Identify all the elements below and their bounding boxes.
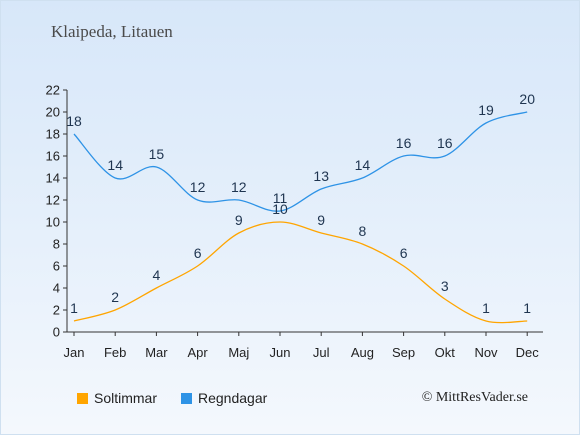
data-label-regndagar: 15 bbox=[149, 146, 165, 162]
data-label-soltimmar: 1 bbox=[482, 300, 490, 316]
data-label-regndagar: 19 bbox=[478, 102, 494, 118]
legend-label-regndagar: Regndagar bbox=[198, 390, 268, 406]
y-tick-label: 22 bbox=[46, 83, 60, 98]
x-tick-label: Jun bbox=[270, 345, 291, 360]
legend-label-soltimmar: Soltimmar bbox=[94, 390, 158, 406]
data-label-soltimmar: 1 bbox=[70, 300, 78, 316]
legend-item-regndagar: Regndagar bbox=[181, 390, 267, 406]
legend-item-soltimmar: Soltimmar bbox=[77, 390, 157, 406]
y-tick-label: 16 bbox=[46, 149, 60, 164]
data-label-soltimmar: 6 bbox=[194, 245, 202, 261]
y-tick-label: 20 bbox=[46, 105, 60, 120]
x-tick-label: Dec bbox=[516, 345, 540, 360]
data-label-soltimmar: 10 bbox=[272, 201, 288, 217]
data-label-regndagar: 20 bbox=[519, 91, 535, 107]
y-tick-label: 8 bbox=[53, 237, 60, 252]
data-label-soltimmar: 3 bbox=[441, 278, 449, 294]
data-label-regndagar: 13 bbox=[313, 168, 329, 184]
y-tick-label: 14 bbox=[46, 171, 60, 186]
data-label-regndagar: 14 bbox=[107, 157, 123, 173]
data-label-soltimmar: 9 bbox=[235, 212, 243, 228]
series-line-regndagar bbox=[73, 111, 528, 212]
y-tick-label: 0 bbox=[53, 325, 60, 340]
data-label-soltimmar: 9 bbox=[317, 212, 325, 228]
x-tick-label: Sep bbox=[392, 345, 415, 360]
y-tick-label: 10 bbox=[46, 215, 60, 230]
data-label-regndagar: 12 bbox=[190, 179, 206, 195]
data-label-regndagar: 18 bbox=[66, 113, 82, 129]
y-tick-label: 4 bbox=[53, 281, 60, 296]
sun-swatch bbox=[77, 392, 88, 404]
x-tick-label: Jan bbox=[64, 345, 85, 360]
x-tick-label: Okt bbox=[435, 345, 456, 360]
x-tick-label: Jul bbox=[313, 345, 330, 360]
y-tick-label: 2 bbox=[53, 303, 60, 318]
data-label-regndagar: 16 bbox=[437, 135, 453, 151]
x-tick-label: Apr bbox=[187, 345, 208, 360]
x-tick-label: Aug bbox=[351, 345, 374, 360]
data-label-soltimmar: 4 bbox=[153, 267, 161, 283]
data-label-regndagar: 14 bbox=[355, 157, 371, 173]
y-tick-label: 6 bbox=[53, 259, 60, 274]
y-tick-label: 18 bbox=[46, 127, 60, 142]
data-label-regndagar: 11 bbox=[273, 190, 288, 206]
y-tick-label: 12 bbox=[46, 193, 60, 208]
data-label-regndagar: 16 bbox=[396, 135, 412, 151]
location-title: Klaipeda, Litauen bbox=[51, 22, 173, 41]
series-line-soltimmar bbox=[73, 221, 528, 324]
x-tick-label: Mar bbox=[145, 345, 168, 360]
copyright: © MittResVader.se bbox=[421, 390, 528, 405]
data-label-soltimmar: 1 bbox=[523, 300, 531, 316]
x-tick-label: Feb bbox=[104, 345, 126, 360]
rain-swatch bbox=[181, 392, 192, 404]
data-label-soltimmar: 2 bbox=[111, 289, 119, 305]
x-tick-label: Maj bbox=[228, 345, 249, 360]
data-label-soltimmar: 8 bbox=[359, 223, 367, 239]
series-layer bbox=[73, 111, 528, 324]
data-label-soltimmar: 6 bbox=[400, 245, 408, 261]
data-label-regndagar: 12 bbox=[231, 179, 247, 195]
x-tick-label: Nov bbox=[474, 345, 498, 360]
